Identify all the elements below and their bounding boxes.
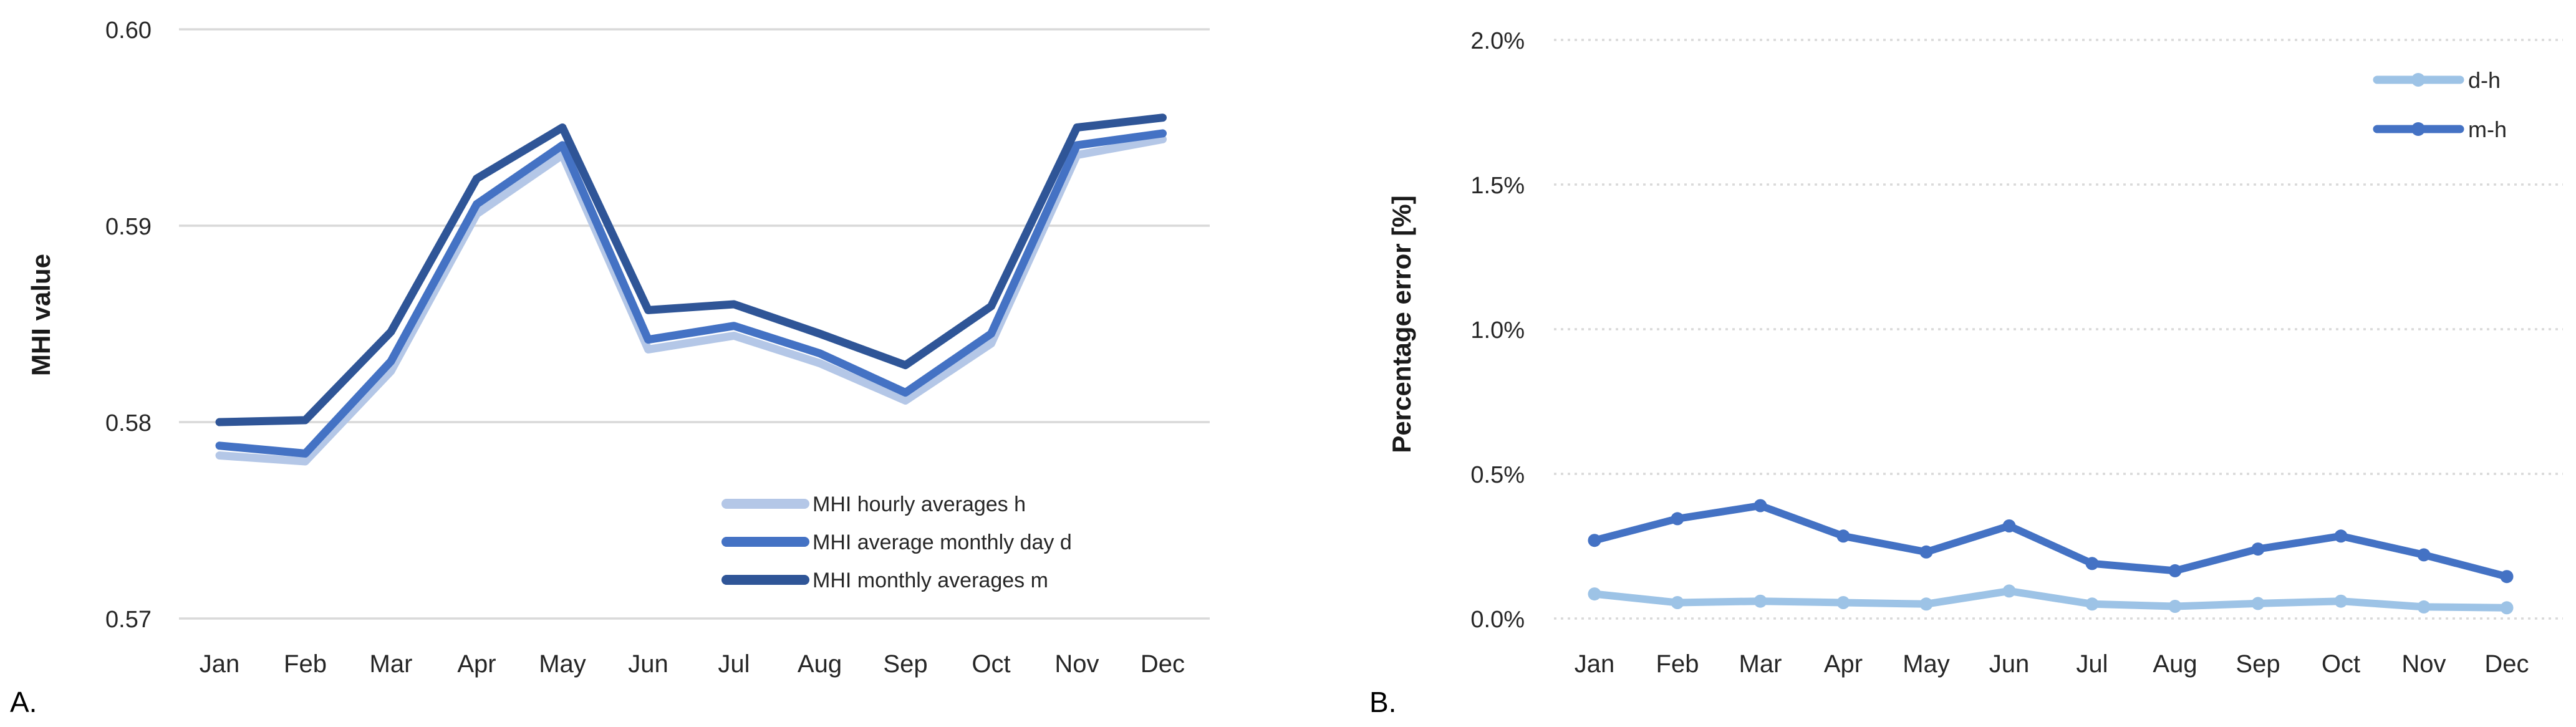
data-point-marker bbox=[2168, 600, 2182, 613]
chart-b-y-tick-labels: 2.0% 1.5% 1.0% 0.5% 0.0% bbox=[1470, 28, 1525, 633]
data-point-marker bbox=[2417, 548, 2431, 562]
data-point-marker bbox=[2085, 557, 2099, 571]
x-tick-label: Mar bbox=[370, 650, 413, 678]
y-tick-label: 1.0% bbox=[1470, 317, 1525, 344]
x-tick-label: Sep bbox=[883, 650, 927, 678]
y-tick-label: 0.57 bbox=[105, 607, 152, 633]
x-tick-label: Jul bbox=[2076, 650, 2108, 678]
data-point-marker bbox=[2417, 600, 2431, 614]
data-point-marker bbox=[2085, 597, 2099, 611]
legend-marker-dh bbox=[2411, 73, 2425, 87]
data-point-marker bbox=[1671, 512, 1684, 526]
x-tick-label: Jan bbox=[1575, 650, 1615, 678]
x-tick-label: Sep bbox=[2236, 650, 2280, 678]
legend-label-mh: m-h bbox=[2468, 117, 2507, 142]
legend-label-dh: d-h bbox=[2468, 67, 2501, 93]
data-point-marker bbox=[2251, 597, 2265, 610]
chart-a-month-labels: Jan Feb Mar Apr May Jun Jul Aug Sep Oct Nov Dec bbox=[200, 650, 1185, 678]
chart-b-series-lines bbox=[1588, 499, 2514, 615]
legend-label-mhi-daily: MHI average monthly day d bbox=[813, 531, 1072, 554]
data-point-marker bbox=[1588, 587, 1601, 601]
data-point-marker bbox=[1919, 597, 1933, 611]
x-tick-label: Mar bbox=[1739, 650, 1782, 678]
x-tick-label: May bbox=[539, 650, 586, 678]
x-tick-label: Nov bbox=[2401, 650, 2446, 678]
x-tick-label: Feb bbox=[1656, 650, 1699, 678]
data-point-marker bbox=[2500, 601, 2514, 615]
y-tick-label: 0.5% bbox=[1470, 462, 1525, 488]
x-tick-label: Apr bbox=[1824, 650, 1863, 678]
series-line-m-h bbox=[1591, 502, 2511, 580]
x-tick-label: Oct bbox=[972, 650, 1010, 678]
x-tick-label: Aug bbox=[798, 650, 842, 678]
data-point-marker bbox=[2251, 542, 2265, 556]
legend-label-mhi-hourly: MHI hourly averages h bbox=[813, 493, 1026, 516]
chart-a-series-lines bbox=[215, 113, 1167, 466]
y-tick-label: 0.59 bbox=[105, 214, 152, 240]
x-tick-label: Dec bbox=[2484, 650, 2529, 678]
y-tick-label: 0.58 bbox=[105, 410, 152, 436]
data-point-marker bbox=[2334, 529, 2348, 543]
data-point-marker bbox=[2168, 564, 2182, 577]
data-point-marker bbox=[2002, 584, 2016, 598]
series-line-mhi-monthly-averages-m bbox=[215, 113, 1167, 426]
panel-letter-b: B. bbox=[1369, 686, 1396, 718]
x-tick-label: Dec bbox=[1141, 650, 1185, 678]
x-tick-label: Aug bbox=[2153, 650, 2197, 678]
x-tick-label: Jun bbox=[1989, 650, 2030, 678]
data-point-marker bbox=[1754, 594, 1767, 608]
data-point-marker bbox=[1754, 499, 1767, 513]
y-tick-label: 0.60 bbox=[105, 17, 152, 44]
chart-a-y-tick-labels: 0.60 0.59 0.58 0.57 bbox=[105, 17, 152, 633]
series-line-mhi-hourly-averages-h bbox=[215, 135, 1167, 466]
data-point-marker bbox=[2334, 594, 2348, 608]
y-tick-label: 1.5% bbox=[1470, 173, 1525, 199]
legend-label-mhi-monthly: MHI monthly averages m bbox=[813, 569, 1048, 592]
chart-b-month-labels: Jan Feb Mar Apr May Jun Jul Aug Sep Oct Nov Dec bbox=[1575, 650, 2529, 678]
x-tick-label: Jul bbox=[718, 650, 750, 678]
data-point-marker bbox=[1836, 529, 1850, 543]
x-tick-label: Oct bbox=[2322, 650, 2360, 678]
data-point-marker bbox=[1588, 534, 1601, 547]
chart-a-y-axis-title: MHI value bbox=[26, 254, 55, 376]
series-line-mhi-average-monthly-day-d bbox=[215, 129, 1167, 458]
chart-a-legend: MHI hourly averages h MHI average monthl… bbox=[721, 493, 1072, 592]
x-tick-label: Apr bbox=[457, 650, 496, 678]
data-point-marker bbox=[1919, 545, 1933, 559]
x-tick-label: Jun bbox=[628, 650, 668, 678]
data-point-marker bbox=[1836, 596, 1850, 609]
chart-b-y-axis-title: Percentage error [%] bbox=[1387, 195, 1416, 453]
series-line-d-h bbox=[1591, 587, 2511, 612]
legend-marker-mh bbox=[2411, 122, 2425, 136]
data-point-marker bbox=[1671, 596, 1684, 609]
x-tick-label: Feb bbox=[284, 650, 327, 678]
data-point-marker bbox=[2500, 570, 2514, 584]
x-tick-label: Jan bbox=[200, 650, 240, 678]
x-tick-label: Nov bbox=[1054, 650, 1099, 678]
y-tick-label: 0.0% bbox=[1470, 607, 1525, 633]
chart-b-legend: d-h m-h bbox=[2373, 67, 2507, 142]
x-tick-label: May bbox=[1903, 650, 1950, 678]
data-point-marker bbox=[2002, 519, 2016, 532]
y-tick-label: 2.0% bbox=[1470, 28, 1525, 54]
panel-letter-a: A. bbox=[10, 686, 37, 718]
